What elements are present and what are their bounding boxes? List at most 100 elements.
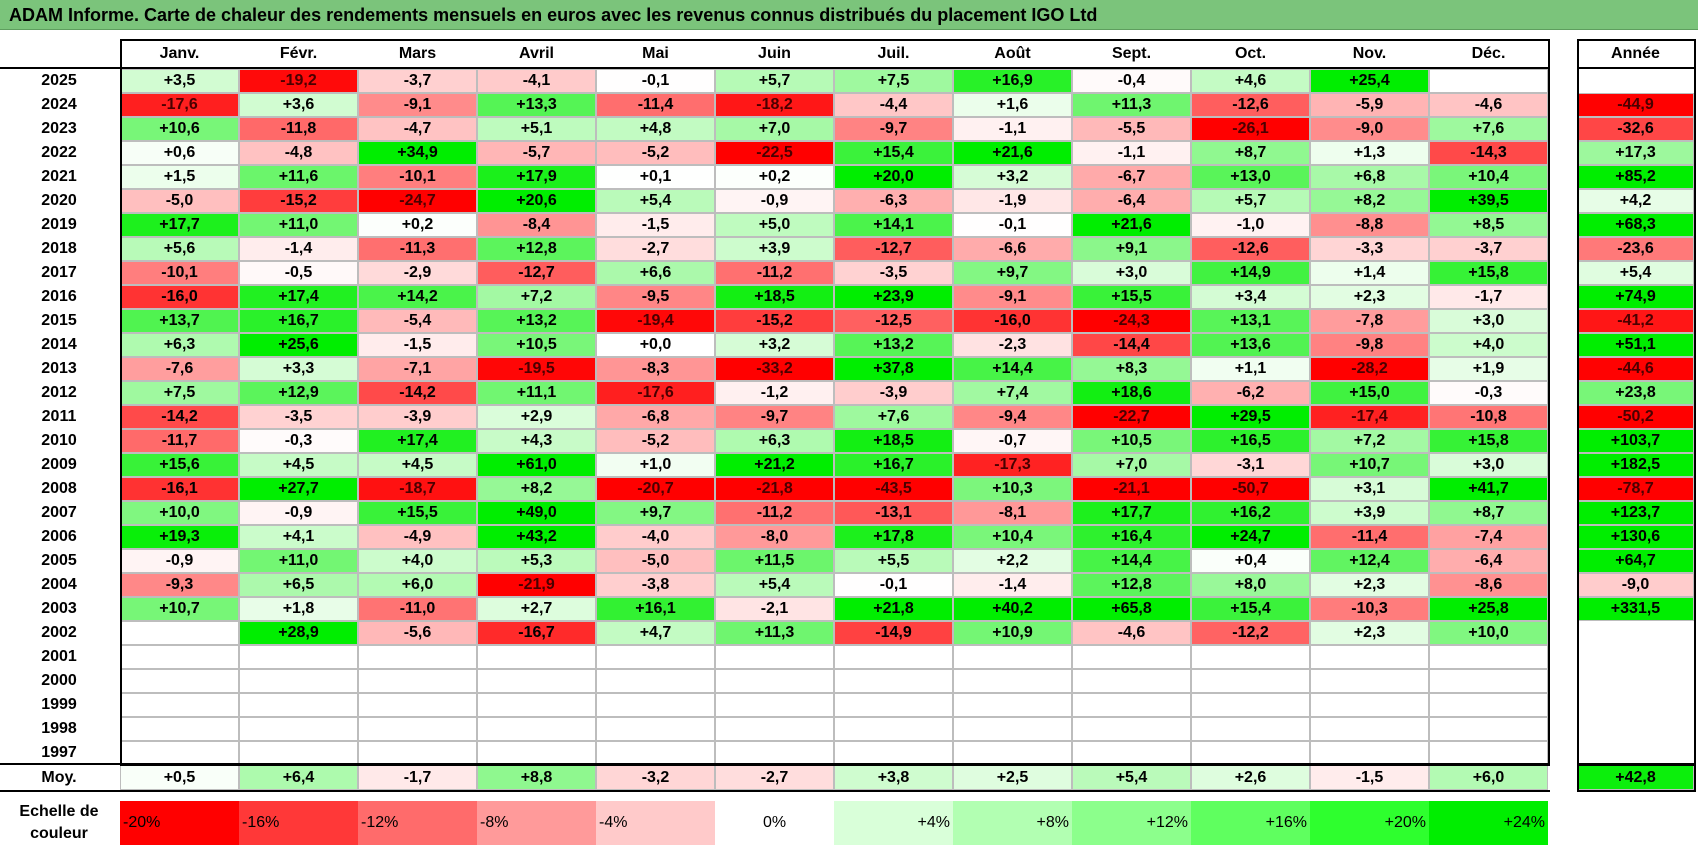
column-header-month: Janv.: [159, 45, 200, 62]
heatmap-cell: +5,7: [715, 69, 834, 93]
heatmap-cell: [120, 693, 239, 717]
heatmap-cell: -11,2: [715, 261, 834, 285]
heatmap-cell: -14,2: [358, 381, 477, 405]
heatmap-cell: +11,3: [715, 621, 834, 645]
row-label-year: 2015: [41, 312, 77, 329]
annual-cell: +64,7: [1577, 549, 1694, 573]
heatmap-cell: -3,9: [358, 405, 477, 429]
heatmap-cell: -15,2: [715, 309, 834, 333]
heatmap-cell: -13,1: [834, 501, 953, 525]
heatmap-cell: +9,7: [596, 501, 715, 525]
heatmap-cell: +1,5: [120, 165, 239, 189]
heatmap-cell: [1072, 669, 1191, 693]
heatmap-cell: +1,9: [1429, 357, 1548, 381]
annual-cell: +68,3: [1577, 213, 1694, 237]
heatmap-cell: [715, 669, 834, 693]
annual-cell: [1577, 717, 1694, 741]
heatmap-cell: [834, 669, 953, 693]
heatmap-cell: -5,2: [596, 141, 715, 165]
heatmap-cell: +11,6: [239, 165, 358, 189]
heatmap-cell: +10,7: [1310, 453, 1429, 477]
heatmap-cell: -19,2: [239, 69, 358, 93]
heatmap-cell: +3,1: [1310, 477, 1429, 501]
heatmap-cell: +15,5: [358, 501, 477, 525]
heatmap-cell: +5,1: [477, 117, 596, 141]
heatmap-cell: [596, 717, 715, 741]
heatmap-cell: [477, 669, 596, 693]
heatmap-cell: -9,5: [596, 285, 715, 309]
heatmap-cell: -16,0: [953, 309, 1072, 333]
heatmap-cell: +13,3: [477, 93, 596, 117]
heatmap-cell: +37,8: [834, 357, 953, 381]
heatmap-cell: -6,4: [1072, 189, 1191, 213]
heatmap-cell: +15,0: [1310, 381, 1429, 405]
annual-cell: -50,2: [1577, 405, 1694, 429]
heatmap-cell: +20,0: [834, 165, 953, 189]
heatmap-cell: -8,3: [596, 357, 715, 381]
average-cell: -3,2: [596, 765, 715, 790]
color-scale-step: -8%: [477, 801, 596, 845]
heatmap-cell: [953, 693, 1072, 717]
heatmap-cell: -12,6: [1191, 93, 1310, 117]
heatmap-cell: +15,4: [1191, 597, 1310, 621]
heatmap-cell: -3,1: [1191, 453, 1310, 477]
heatmap-cell: +16,1: [596, 597, 715, 621]
heatmap-cell: +15,8: [1429, 429, 1548, 453]
annual-cell: +85,2: [1577, 165, 1694, 189]
heatmap-cell: -5,9: [1310, 93, 1429, 117]
heatmap-cell: -3,5: [834, 261, 953, 285]
heatmap-cell: -5,0: [120, 189, 239, 213]
heatmap-cell: -1,5: [596, 213, 715, 237]
color-scale-step: +8%: [953, 801, 1072, 845]
average-cell: +0,5: [120, 765, 239, 790]
average-top-border: [0, 763, 1550, 765]
heatmap-cell: +41,7: [1429, 477, 1548, 501]
heatmap-cell: -4,4: [834, 93, 953, 117]
average-cell: +6,4: [239, 765, 358, 790]
heatmap-cell: +8,7: [1429, 501, 1548, 525]
heatmap-cell: -9,0: [1310, 117, 1429, 141]
heatmap-cell: +5,3: [477, 549, 596, 573]
heatmap-cell: [1191, 669, 1310, 693]
heatmap-cell: +2,7: [477, 597, 596, 621]
heatmap-cell: +17,4: [358, 429, 477, 453]
heatmap-cell: -14,4: [1072, 333, 1191, 357]
heatmap-cell: -7,8: [1310, 309, 1429, 333]
annual-cell: [1577, 621, 1694, 645]
heatmap-cell: -3,8: [596, 573, 715, 597]
heatmap-cell: +13,2: [834, 333, 953, 357]
annual-cell: +5,4: [1577, 261, 1694, 285]
heatmap-cell: -22,5: [715, 141, 834, 165]
heatmap-cell: -11,3: [358, 237, 477, 261]
row-label-year: 2011: [41, 408, 77, 425]
heatmap-cell: -9,1: [953, 285, 1072, 309]
heatmap-cell: -8,8: [1310, 213, 1429, 237]
average-cell: +5,4: [1072, 765, 1191, 790]
heatmap-cell: +29,5: [1191, 405, 1310, 429]
heatmap-cell: +10,7: [120, 597, 239, 621]
heatmap-cell: +40,2: [953, 597, 1072, 621]
heatmap-cell: +1,3: [1310, 141, 1429, 165]
column-header-month: Mars: [398, 45, 437, 62]
heatmap-cell: -15,2: [239, 189, 358, 213]
heatmap-cell: +8,2: [1310, 189, 1429, 213]
heatmap-cell: [834, 741, 953, 765]
heatmap-cell: -12,6: [1191, 237, 1310, 261]
heatmap-cell: [1429, 645, 1548, 669]
heatmap-cell: -0,1: [953, 213, 1072, 237]
color-scale-step: 0%: [715, 801, 834, 845]
heatmap-cell: +5,6: [120, 237, 239, 261]
heatmap-cell: +2,3: [1310, 573, 1429, 597]
heatmap-cell: +5,7: [1191, 189, 1310, 213]
heatmap-cell: +10,6: [120, 117, 239, 141]
color-scale-step: -16%: [239, 801, 358, 845]
heatmap-cell: +18,6: [1072, 381, 1191, 405]
annual-cell: +123,7: [1577, 501, 1694, 525]
heatmap-cell: +13,1: [1191, 309, 1310, 333]
heatmap-cell: [715, 693, 834, 717]
row-label-year: 2025: [41, 72, 77, 89]
heatmap-cell: -0,9: [239, 501, 358, 525]
heatmap-cell: +10,9: [953, 621, 1072, 645]
heatmap-cell: +24,7: [1191, 525, 1310, 549]
heatmap-cell: +4,0: [1429, 333, 1548, 357]
